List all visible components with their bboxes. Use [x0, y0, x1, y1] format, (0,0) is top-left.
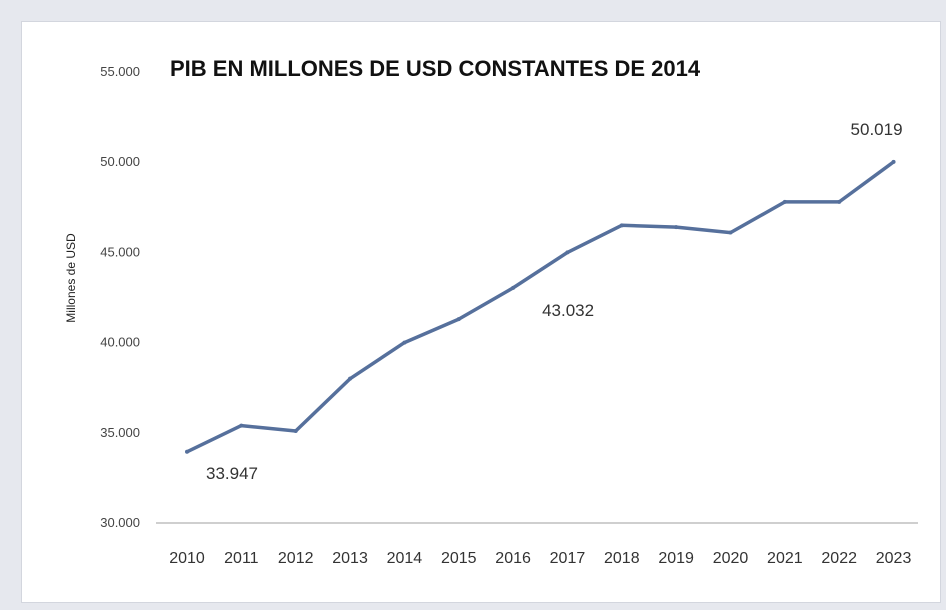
data-point [456, 317, 461, 322]
x-tick-label: 2017 [550, 550, 586, 567]
data-point [782, 199, 787, 204]
data-point [891, 159, 896, 164]
data-point [565, 250, 570, 255]
data-point [185, 449, 189, 454]
data-point [402, 340, 407, 345]
x-tick-label: 2020 [713, 550, 749, 567]
data-label: 50.019 [851, 120, 903, 139]
data-label: 43.032 [542, 301, 594, 320]
data-point [511, 285, 516, 290]
x-tick-label: 2011 [224, 550, 259, 567]
y-tick-label: 40.000 [100, 335, 140, 350]
x-tick-label: 2015 [441, 550, 477, 567]
x-tick-label: 2016 [495, 550, 531, 567]
data-point [728, 230, 733, 235]
x-tick-label: 2013 [332, 550, 368, 567]
data-point [348, 376, 353, 381]
y-tick-label: 55.000 [100, 64, 140, 79]
data-label: 33.947 [206, 464, 258, 483]
data-point [293, 428, 298, 433]
series-line [185, 160, 896, 454]
x-tick-label: 2019 [658, 550, 694, 567]
x-tick-label: 2014 [387, 550, 423, 567]
x-tick-label: 2022 [821, 550, 857, 567]
chart-title: PIB EN MILLONES DE USD CONSTANTES DE 201… [170, 56, 701, 81]
series-points [185, 159, 896, 454]
x-tick-label: 2018 [604, 550, 640, 567]
x-tick-label: 2021 [767, 550, 803, 567]
x-tick-label: 2010 [169, 550, 205, 567]
y-tick-label: 50.000 [100, 154, 140, 169]
data-labels: 33.947 43.032 50.019 [206, 120, 903, 483]
y-axis-label: Millones de USD [64, 233, 78, 323]
data-point [837, 199, 842, 204]
y-tick-label: 30.000 [100, 515, 140, 530]
data-point [239, 423, 244, 428]
y-tick-label: 45.000 [100, 244, 140, 259]
y-tick-label: 35.000 [100, 425, 140, 440]
chart-panel: PIB EN MILLONES DE USD CONSTANTES DE 201… [22, 22, 940, 602]
x-tick-label: 2023 [876, 550, 912, 567]
x-tick-label: 2012 [278, 550, 314, 567]
data-point [674, 225, 679, 230]
x-axis-ticks: 2010 2011 2012 2013 2014 2015 2016 2017 2018 2019… [169, 550, 911, 567]
y-axis-ticks: 30.000 35.000 40.000 45.000 50.000 55.000 [100, 64, 140, 530]
line-chart: PIB EN MILLONES DE USD CONSTANTES DE 201… [64, 56, 918, 567]
data-point [619, 223, 624, 228]
